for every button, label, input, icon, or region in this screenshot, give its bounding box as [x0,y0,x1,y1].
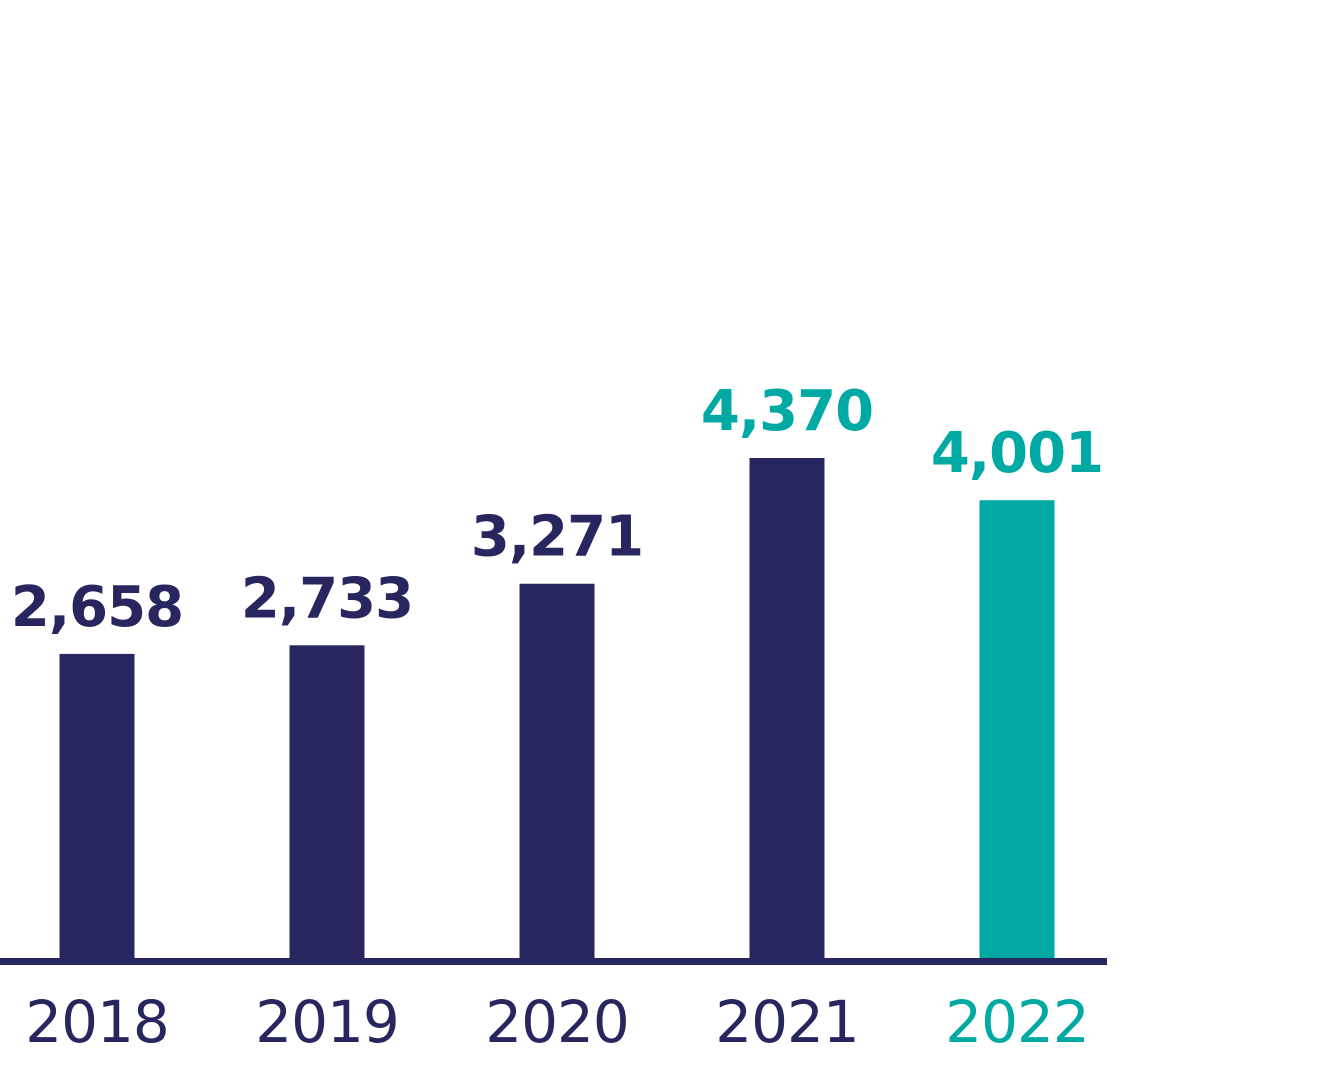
value-label-2019: 2,733 [241,566,413,631]
bar-2020 [519,583,595,958]
bar-2022 [979,500,1055,958]
category-label-2022: 2022 [945,988,1089,1056]
bar-2021 [749,458,825,958]
value-label-2018: 2,658 [11,575,183,640]
bar-2018 [59,653,135,958]
value-labels-group: 2,658 2,733 3,271 4,370 4,001 [11,379,1104,640]
bar-2019 [289,645,365,958]
category-labels-group: 2018 2019 2020 2021 2022 [25,988,1090,1056]
value-label-2020: 3,271 [471,505,643,570]
category-label-2018: 2018 [25,988,169,1056]
category-label-2020: 2020 [485,988,629,1056]
category-label-2021: 2021 [715,988,859,1056]
category-label-2019: 2019 [255,988,399,1056]
value-label-2021: 4,370 [701,379,873,444]
bars-group [59,458,1055,958]
value-label-2022: 4,001 [931,421,1103,486]
